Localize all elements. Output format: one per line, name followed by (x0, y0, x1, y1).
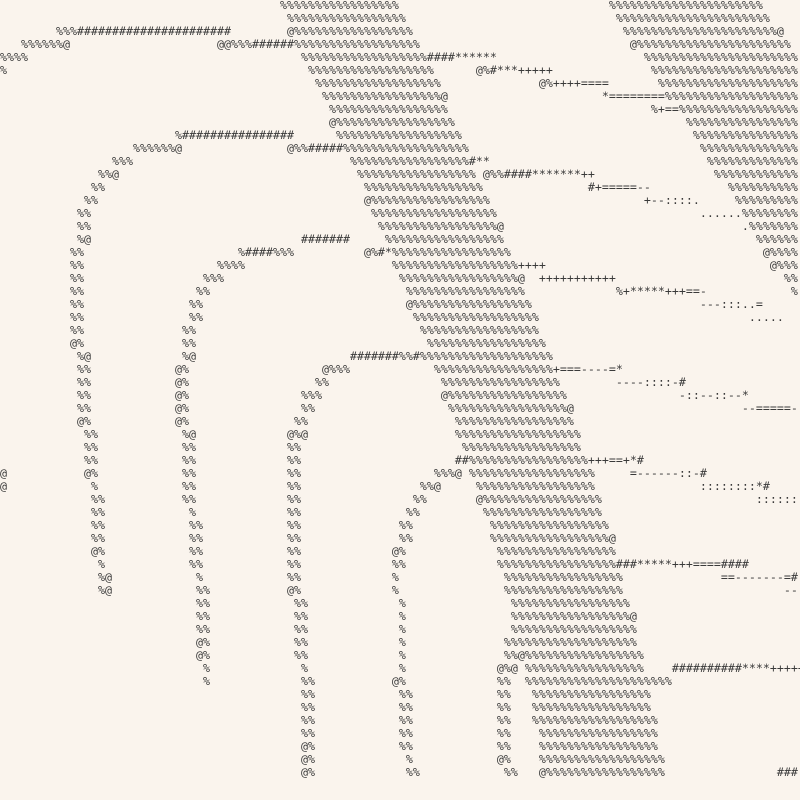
art-line: @% %% % %%%%%%%%%%%%%%%%%%% (0, 635, 637, 649)
art-line: %% %% %% %% %%%%%%%%%%%%%%%%% (0, 518, 609, 532)
art-line: %@ %@ #######%%#%%%%%%%%%%%%%%%%%%% (0, 349, 553, 363)
art-line: %% %% % %%%%%%%%%%%%%%%%%@ (0, 609, 637, 623)
ascii-art: %%%%%%%%%%%%%%%%% %%%%%%%%%%%%%%%%%%%%%%… (0, 0, 800, 779)
art-line: %@ %% @% % %%%%%%%%%%%%%%%%% -- (0, 583, 798, 597)
art-line: %%@ %%%%%%%%%%%%%%%%% @%%####*******++ %… (0, 167, 798, 181)
art-line: %% %% %%%%%%%%%%%%%%%%% (0, 323, 539, 337)
art-line: @% %% %% @% %%%%%%%%%%%%%%%%% (0, 544, 616, 558)
art-line: @% %% %% @%%%%%%%%%%%%%%%%% ### (0, 765, 798, 779)
art-line: @% % @% %%%%%%%%%%%%%%%%%% (0, 752, 665, 766)
art-line: %% %####%%% @%#*%%%%%%%%%%%%%%%%% @%%%% (0, 245, 798, 259)
art-line: %% %%%% %%%%%%%%%%%%%%%%%%++++ @%%% (0, 258, 798, 272)
art-line: %% %%%%%%%%%%%%%%%%%% ......%%%%%%%% (0, 206, 798, 220)
art-line: %% %% %% %%%%%%%%%%%%%%%%% (0, 687, 651, 701)
art-line: @% %% %%%%%%%%%%%%%%%%% (0, 336, 546, 350)
art-line: %################ %%%%%%%%%%%%%%%%%% %%%… (0, 128, 798, 142)
art-line: %% %% %%%%%%%%%%%%%%%%% %+*****+++==- % (0, 284, 798, 298)
art-line: @ % %% %% %%@ %%%%%%%%%%%%%%%%% ::::::::… (0, 479, 770, 493)
art-line: %%%%%%@ @%%#####%%%%%%%%%%%%%%%%%% %%%%%… (0, 141, 798, 155)
art-line: % %% @% %% %%%%%%%%%%%%%%%%%%%%% (0, 674, 672, 688)
art-line: %% %%%%%%%%%%%%%%%%% #+=====-- %%%%%%%%%… (0, 180, 798, 194)
art-line: %%%###################### @%%%%%%%%%%%%%… (0, 24, 784, 38)
art-line: %%%% %%%%%%%%%%%%%%%%%%####****** %%%%%%… (0, 50, 798, 64)
art-line: %%%%%%%%%%%%%%%%% %%%%%%%%%%%%%%%%%%%%%% (0, 0, 763, 12)
art-line: %%%%%%%%%%%%%%%%% %+==%%%%%%%%%%%%%%%%% (0, 102, 798, 116)
art-line: %% %% %% ##%%%%%%%%%%%%%%%%%+++==+*# (0, 453, 644, 467)
art-line: %% %% % %%%%%%%%%%%%%%%%%% (0, 622, 637, 636)
art-line: @%%%%%%%%%%%%%%%%% %%%%%%%%%%%%%%%% (0, 115, 798, 129)
art-line: %% @% %%% @%%%%%%%%%%%%%%%%% -::--::--* (0, 388, 749, 402)
art-line: %%%%%%%%%%%%%%%%%@ *========%%%%%%%%%%%%… (0, 89, 798, 103)
art-line: %% % %% %% %%%%%%%%%%%%%%%%% (0, 505, 602, 519)
art-line: %% %@ @%@ %%%%%%%%%%%%%%%%%% (0, 427, 581, 441)
art-line: %%%%%%%%%%%%%%%%% %%%%%%%%%%%%%%%%%%%%%% (0, 11, 770, 25)
art-line: % %% %% %% %%%%%%%%%%%%%%%%%###*****+++=… (0, 557, 749, 571)
art-line: %%%%%%%%%%%%%%%%%% @%++++==== %%%%%%%%%%… (0, 76, 798, 90)
art-line: % % % @%@ %%%%%%%%%%%%%%%%% ##########**… (0, 661, 800, 675)
art-line: %% %%%%%%%%%%%%%%%%%@ .%%%%%%% (0, 219, 798, 233)
art-line: %% %% @%%%%%%%%%%%%%%%%% ---:::..= (0, 297, 763, 311)
art-line: %% %% %% %% @%%%%%%%%%%%%%%%%% :::::: (0, 492, 798, 506)
art-line: %% %% %% %%%%%%%%%%%%%%%%%% (0, 713, 658, 727)
art-line: %% %% %%%%%%%%%%%%%%%%%% ..... (0, 310, 784, 324)
art-line: %@ ####### %%%%%%%%%%%%%%%%% %%%%%% (0, 232, 798, 246)
art-line: @ @% %% %% %%%@ %%%%%%%%%%%%%%%%%% =----… (0, 466, 707, 480)
art-line: %@ % %% % %%%%%%%%%%%%%%%%% ==-------=# (0, 570, 798, 584)
art-line: %%% %%%%%%%%%%%%%%%%%#** %%%%%%%%%%%%% (0, 154, 798, 168)
art-line: %% @% %% %%%%%%%%%%%%%%%%%@ --=====- (0, 401, 798, 415)
art-line: %% %% %% %%%%%%%%%%%%%%%%% (0, 700, 651, 714)
art-line: %% %% %% %%%%%%%%%%%%%%%%% (0, 726, 658, 740)
art-line: %% @%%%%%%%%%%%%%%%%% +--::::. %%%%%%%%% (0, 193, 798, 207)
art-line: @% @% %% %%%%%%%%%%%%%%%%% (0, 414, 574, 428)
art-line: %% %% %% %%%%%%%%%%%%%%%%% (0, 440, 581, 454)
art-line: % %%%%%%%%%%%%%%%%%% @%#***+++++ %%%%%%%… (0, 63, 798, 77)
art-line: @% %% %% %%%%%%%%%%%%%%%%% (0, 739, 658, 753)
art-line: %% %% % %%%%%%%%%%%%%%%%% (0, 596, 630, 610)
art-line: @% %% % %%@%%%%%%%%%%%%%%%%% (0, 648, 644, 662)
art-line: %% @% @%%% %%%%%%%%%%%%%%%%%+===----=* (0, 362, 623, 376)
art-line: %% %% %% %% %%%%%%%%%%%%%%%%%@ (0, 531, 616, 545)
art-line: %%%%%%@ @@%%%######%%%%%%%%%%%%%%%%%% @%… (0, 37, 791, 51)
art-line: %% %%% %%%%%%%%%%%%%%%%%@ +++++++++++ %% (0, 271, 798, 285)
art-line: %% @% %% %%%%%%%%%%%%%%%%% ----::::-# (0, 375, 686, 389)
